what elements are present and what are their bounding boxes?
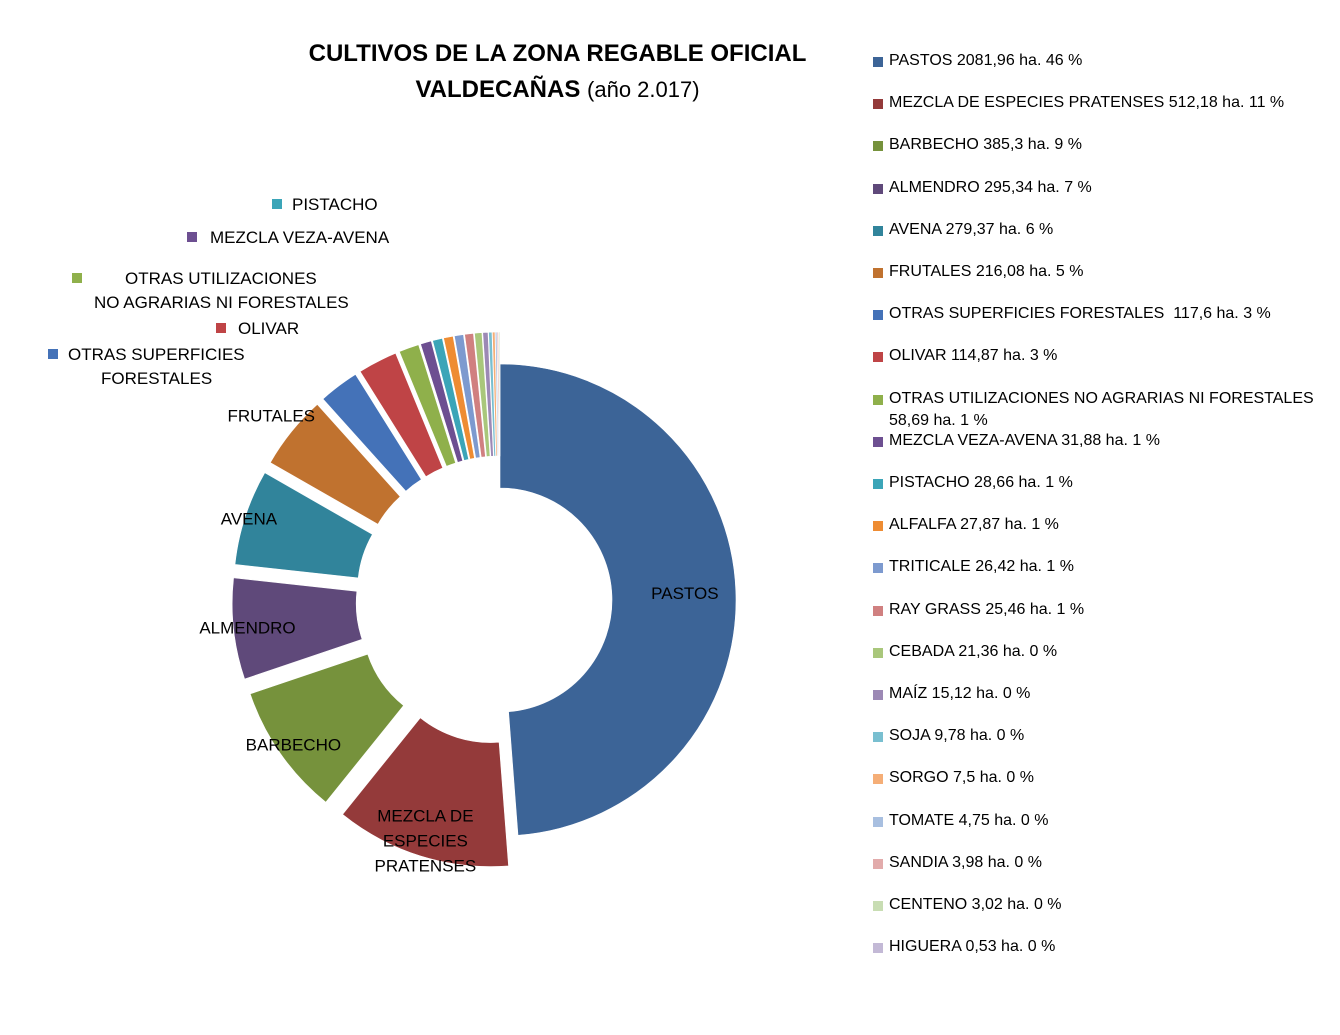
legend-label: MAÍZ 15,12 ha. 0 % (889, 685, 1031, 702)
legend-label: CENTENO 3,02 ha. 0 % (889, 896, 1062, 913)
callout-swatch-pistacho (272, 199, 282, 209)
slice-label-mezcla-de-especies-pratenses: MEZCLA DE ESPECIES PRATENSES (375, 807, 477, 876)
pie-slice-cebada (474, 332, 491, 457)
callout-swatch-mezcla-veza-avena (187, 232, 197, 242)
legend-label: OTRAS SUPERFICIES FORESTALES 117,6 ha. 3… (889, 305, 1271, 323)
legend-swatch (873, 225, 883, 236)
legend-label: TRITICALE 26,42 ha. 1 % (889, 558, 1074, 576)
legend-label: MEZCLA DE ESPECIES PRATENSES 512,18 ha. … (889, 94, 1285, 112)
legend-label: OLIVAR 114,87 ha. 3 % (889, 347, 1058, 365)
pie-slice-frutales (269, 403, 401, 525)
callout-label-mezcla-veza-avena: MEZCLA VEZA-AVENA (210, 228, 390, 247)
slice-label-pastos: PASTOS (651, 584, 718, 603)
legend-swatch (873, 816, 883, 827)
pie-slice-olivar (359, 352, 444, 478)
donut-chart: PASTOS MEZCLA DE ESPECIES PRATENSES BARBECHO… (48, 195, 737, 876)
legend-label: SOJA 9,78 ha. 0 % (889, 727, 1025, 745)
legend-swatch (873, 521, 883, 532)
callout-swatch-otras-utilizaciones-no-agrarias-ni-forestales (72, 273, 82, 283)
legend-swatch (873, 774, 883, 785)
chart-title-line2: VALDECAÑAS (415, 76, 581, 103)
pie-slice-mezcla-veza-avena (420, 340, 464, 463)
legend-swatch (873, 183, 883, 194)
legend-swatch (873, 563, 883, 574)
slice-label-avena: AVENA (221, 509, 278, 528)
legend-label: ALMENDRO 295,34 ha. 7 % (889, 178, 1092, 196)
legend-label: MEZCLA VEZA-AVENA 31,88 ha. 1 % (889, 431, 1160, 449)
legend-label: TOMATE 4,75 ha. 0 % (889, 811, 1049, 829)
pie-slice-pastos (499, 363, 737, 836)
chart-title: CULTIVOS DE LA ZONA REGABLE OFICIAL VALD… (285, 36, 830, 108)
legend-swatch (873, 943, 883, 954)
pie-slice-triticale (453, 334, 481, 459)
legend-swatch (873, 141, 883, 152)
callout-label-otras-superficies-forestales: OTRAS SUPERFICIES FORESTALES (68, 345, 245, 388)
callout-label-otras-utilizaciones-no-agrarias-ni-forestales: OTRAS UTILIZACIONES NO AGRARIAS NI FOREST… (94, 269, 349, 312)
pie-slice-barbecho (249, 653, 404, 803)
pie-slice-pistacho (432, 337, 470, 461)
legend-swatch (873, 479, 883, 489)
legend-swatch (873, 605, 883, 616)
legend-swatch (873, 647, 883, 658)
chart-title-suffix: (año 2.017) (587, 77, 700, 102)
legend-label: HIGUERA 0,53 ha. 0 % (889, 938, 1056, 956)
legend-swatch (873, 436, 883, 447)
legend-label: RAY GRASS 25,46 ha. 1 % (889, 600, 1085, 618)
legend-swatch (873, 690, 883, 700)
pie-slice-soja (488, 331, 496, 457)
legend-swatch (873, 99, 883, 110)
slice-label-barbecho: BARBECHO (246, 735, 341, 754)
legend-swatch (873, 732, 883, 743)
legend-label: SANDIA 3,98 ha. 0 % (889, 853, 1042, 871)
callout-swatch-olivar (216, 323, 226, 333)
legend-swatch (873, 310, 883, 321)
callout-swatch-otras-superficies-forestales (48, 349, 58, 359)
legend-label: OTRAS UTILIZACIONES NO AGRARIAS NI FORES… (889, 389, 1319, 429)
pie-slice-otras-superficies-forestales (322, 373, 422, 492)
legend-label: FRUTALES 216,08 ha. 5 % (889, 263, 1084, 280)
legend-swatch (873, 858, 883, 869)
pie-slice-avena (234, 472, 373, 579)
pie-slice-otras-utilizaciones-no-agrarias-ni-forestales (398, 344, 456, 467)
pie-slice-mezcla-de-especies-pratenses (342, 717, 509, 867)
legend-label: BARBECHO 385,3 ha. 9 % (889, 136, 1082, 154)
chart-title-line1: CULTIVOS DE LA ZONA REGABLE OFICIAL (308, 40, 807, 67)
legend-swatch (873, 268, 883, 278)
legend-swatch (873, 901, 883, 911)
legend-swatch (873, 394, 883, 405)
pie-slice-alfalfa (443, 335, 475, 460)
legend-label: AVENA 279,37 ha. 6 % (889, 220, 1054, 238)
callout-label-olivar: OLIVAR (238, 319, 299, 338)
legend-label: PISTACHO 28,66 ha. 1 % (889, 474, 1073, 491)
slice-label-almendro: ALMENDRO (199, 618, 295, 637)
pie-slice-almendro (231, 577, 363, 680)
legend-label: PASTOS 2081,96 ha. 46 % (889, 52, 1083, 69)
legend-label: CEBADA 21,36 ha. 0 % (889, 642, 1058, 660)
legend-swatch (873, 57, 883, 67)
slice-label-frutales: FRUTALES (227, 406, 315, 425)
pie-slice-maiz (482, 331, 494, 457)
legend-swatch (873, 352, 883, 363)
pie-slice-ray-grass (464, 333, 486, 458)
callout-label-pistacho: PISTACHO (292, 195, 378, 214)
legend-label: ALFALFA 27,87 ha. 1 % (889, 516, 1059, 534)
legend-label: SORGO 7,5 ha. 0 % (889, 769, 1034, 787)
